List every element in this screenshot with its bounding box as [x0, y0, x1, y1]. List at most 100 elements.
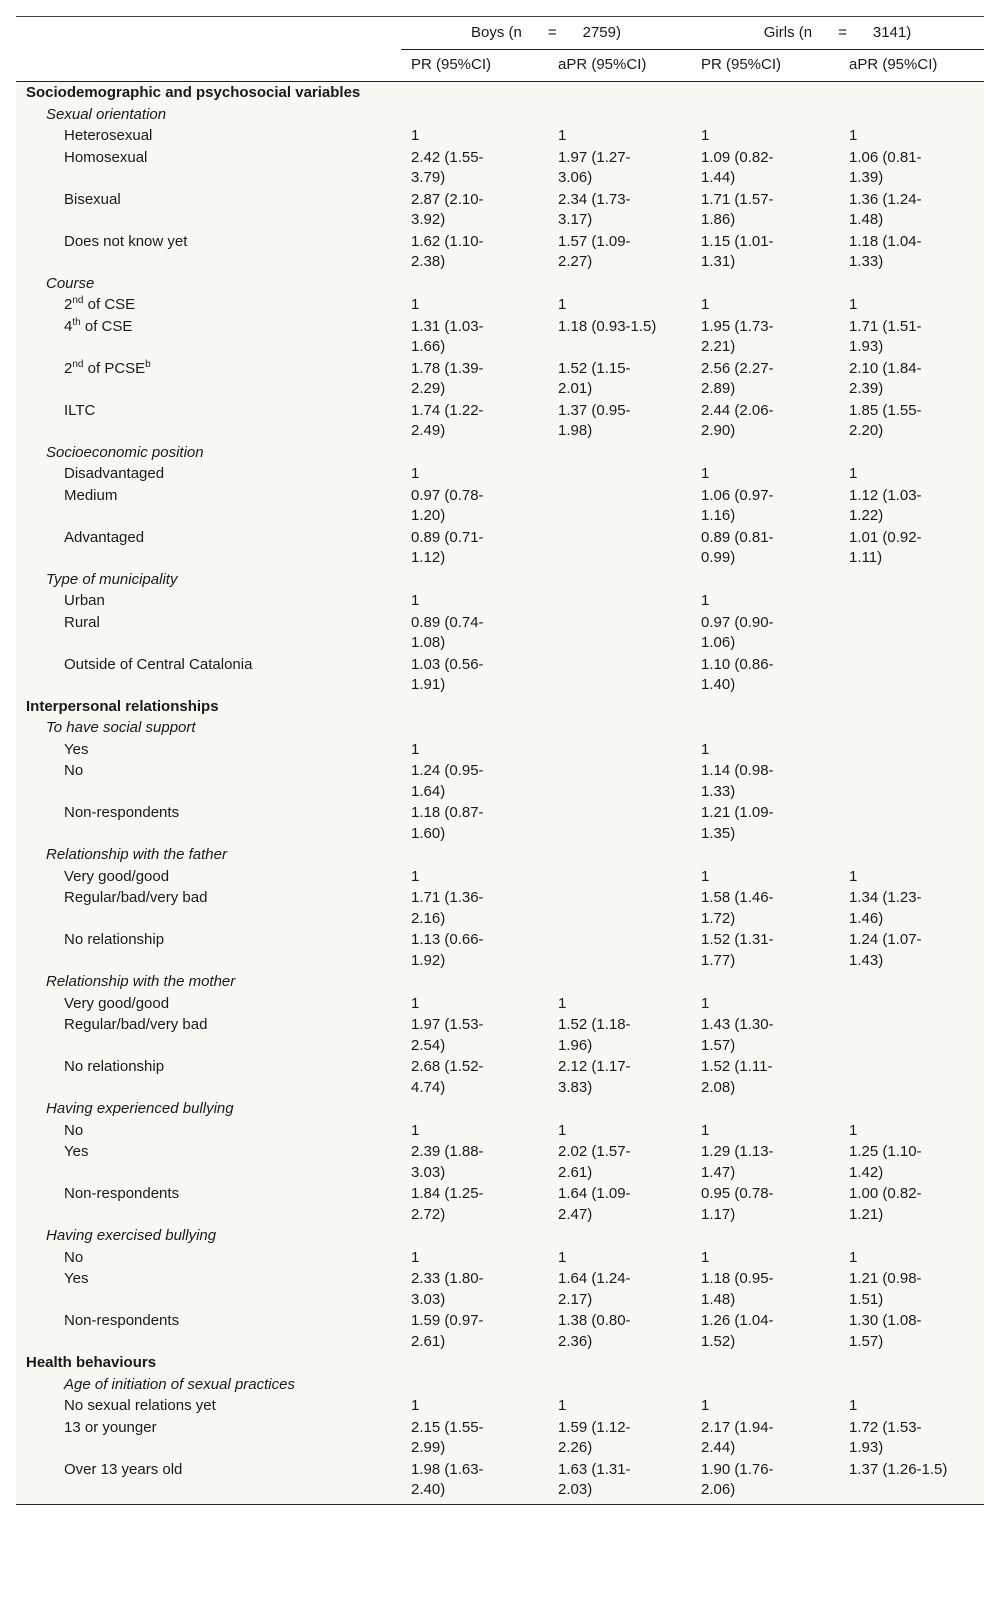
variable-name: Course [46, 274, 95, 292]
category-label: Urban [16, 590, 401, 612]
empty-cell [401, 1352, 548, 1374]
boys-apr-value: 1 [558, 127, 567, 144]
empty-cell [548, 1098, 691, 1120]
boys-apr-value [548, 463, 691, 485]
category-label-text: 13 or younger [64, 1418, 157, 1436]
category-label-rest: of PCSE [83, 359, 146, 377]
empty-cell [548, 82, 691, 104]
table-row: Disadvantaged 1 1 1 [16, 463, 985, 485]
boys-pr-value: 2.33 (1.80- 3.03) [411, 1270, 484, 1308]
boys-pr-value: 1.71 (1.36- 2.16) [411, 889, 484, 927]
empty-cell [839, 442, 984, 464]
boys-apr-value: 1.38 (0.80- 2.36) [558, 1312, 631, 1350]
girls-pr-value: 1.06 (0.97- 1.16) [701, 486, 774, 525]
boys-pr-value: 1 [411, 592, 420, 609]
category-label: Rural [16, 612, 401, 654]
girls-apr-value [839, 590, 984, 612]
girls-apr-value [839, 1014, 984, 1056]
boys-pr-value: 0.97 (0.78- 1.20) [411, 486, 484, 525]
category-label: 2nd of PCSEb [16, 358, 401, 400]
girls-pr-value: 1.15 (1.01- 1.31) [701, 232, 774, 271]
boys-pr-value: 2.39 (1.88- 3.03) [411, 1143, 484, 1181]
boys-pr-value: 1.31 (1.03- 1.66) [411, 317, 484, 356]
empty-cell [839, 971, 984, 993]
header-blank-cell [16, 16, 401, 50]
category-label: 4th of CSE [16, 316, 401, 358]
category-label-text: No sexual relations yet [64, 1397, 216, 1414]
empty-cell [401, 569, 548, 591]
boys-apr-value [548, 760, 691, 802]
empty-cell [839, 717, 984, 739]
girls-apr-value [839, 1056, 984, 1098]
category-label-text: No relationship [64, 931, 165, 948]
girls-pr-value: 0.97 (0.90- 1.06) [701, 613, 774, 652]
category-label: No relationship [16, 929, 401, 971]
group-header-row: Boys (n = 2759) Girls (n = 3141) [16, 16, 985, 50]
girls-apr-value: 1.72 (1.53- 1.93) [849, 1418, 922, 1457]
girls-apr-value: 1.00 (0.82- 1.21) [849, 1185, 922, 1223]
table-row: Outside of Central Catalonia 1.03 (0.56- … [16, 653, 985, 696]
girls-apr-value: 1.25 (1.10- 1.42) [849, 1143, 922, 1181]
boys-pr-value: 1.24 (0.95- 1.64) [411, 762, 484, 800]
boys-apr-value: 1.52 (1.15- 2.01) [558, 359, 631, 398]
table-row: No 1.24 (0.95- 1.64) 1.14 (0.98- 1.33) [16, 760, 985, 802]
boys-apr-value: 1.97 (1.27- 3.06) [558, 148, 631, 187]
footnote-marker: b [145, 358, 151, 370]
category-label: Non-respondents [16, 802, 401, 844]
table-row: Does not know yet 1.62 (1.10- 2.38) 1.57 (… [16, 230, 985, 273]
category-label: Does not know yet [16, 231, 401, 273]
boys-pr-value: 1 [411, 296, 420, 313]
category-label: 13 or younger [16, 1417, 401, 1459]
girls-apr-value: 1.12 (1.03- 1.22) [849, 486, 922, 525]
category-label: No [16, 1247, 401, 1269]
variable-name: Socioeconomic position [46, 443, 204, 461]
table-row: No relationship 2.68 (1.52- 4.74) 2.12 (1.… [16, 1056, 985, 1098]
girls-apr-value: 1 [849, 127, 858, 144]
boys-apr-value: 1.64 (1.24- 2.17) [558, 1270, 631, 1308]
boys-pr-value: 2.15 (1.55- 2.99) [411, 1418, 484, 1457]
empty-cell [691, 104, 839, 126]
girls-pr-value: 1 [701, 1397, 710, 1414]
prevalence-ratio-table: Boys (n = 2759) Girls (n = 3141) PR (95%CI) … [16, 16, 985, 1505]
empty-cell [548, 844, 691, 866]
variable-group-row: Socioeconomic position [16, 441, 985, 464]
header-blank-cell [16, 49, 401, 82]
girls-pr-value: 1 [701, 1248, 710, 1266]
empty-cell [691, 717, 839, 739]
girls-apr-value: 1.37 (1.26-1.5) [839, 1458, 985, 1505]
col-boys-apr: aPR (95%CI) [548, 49, 691, 82]
boys-apr-value: 1 [558, 1248, 567, 1266]
category-label: Yes [16, 1141, 401, 1183]
category-label-rest: of CSE [83, 296, 136, 313]
boys-apr-value: 1.63 (1.31- 2.03) [548, 1458, 691, 1505]
boys-pr-value: 0.89 (0.74- 1.08) [411, 613, 484, 652]
table-row: Regular/bad/very bad 1.71 (1.36- 2.16) 1.5… [16, 887, 985, 929]
category-label: 2nd of CSE [16, 294, 401, 316]
variable-name: Sexual orientation [46, 105, 167, 123]
empty-cell [839, 273, 984, 295]
table-row: 2nd of PCSEb 1.78 (1.39- 2.29) 1.52 (1.15-… [16, 357, 985, 400]
boys-apr-value [548, 929, 691, 971]
girls-pr-value: 1.29 (1.13- 1.47) [701, 1143, 774, 1181]
boys-apr-value: 1.57 (1.09- 2.27) [558, 232, 631, 271]
variable-name: To have social support [46, 719, 196, 736]
table-row: Regular/bad/very bad 1.97 (1.53- 2.54) 1.5… [16, 1014, 985, 1056]
empty-cell [401, 1098, 548, 1120]
boys-apr-value [548, 887, 691, 929]
empty-cell [548, 971, 691, 993]
boys-apr-value: 1.18 (0.93-1.5) [558, 317, 657, 335]
category-label-text: No [64, 1121, 84, 1139]
girls-apr-value: 1.01 (0.92- 1.11) [849, 528, 922, 567]
girls-pr-value: 1.52 (1.11- 2.08) [701, 1058, 773, 1096]
category-label: Yes [16, 739, 401, 761]
girls-apr-value [839, 654, 984, 696]
variable-name: Having exercised bullying [46, 1227, 217, 1244]
empty-cell [691, 273, 839, 295]
boys-pr-value: 2.87 (2.10- 3.92) [411, 190, 484, 229]
category-label-text: Homosexual [64, 148, 148, 166]
girls-apr-value: 1 [849, 1121, 858, 1139]
boys-apr-value: 1 [558, 1397, 567, 1414]
variable-group-row: Relationship with the mother [16, 971, 985, 993]
table-row: Bisexual 2.87 (2.10- 3.92) 2.34 (1.73- 3.1… [16, 188, 985, 231]
empty-cell [548, 1225, 691, 1247]
